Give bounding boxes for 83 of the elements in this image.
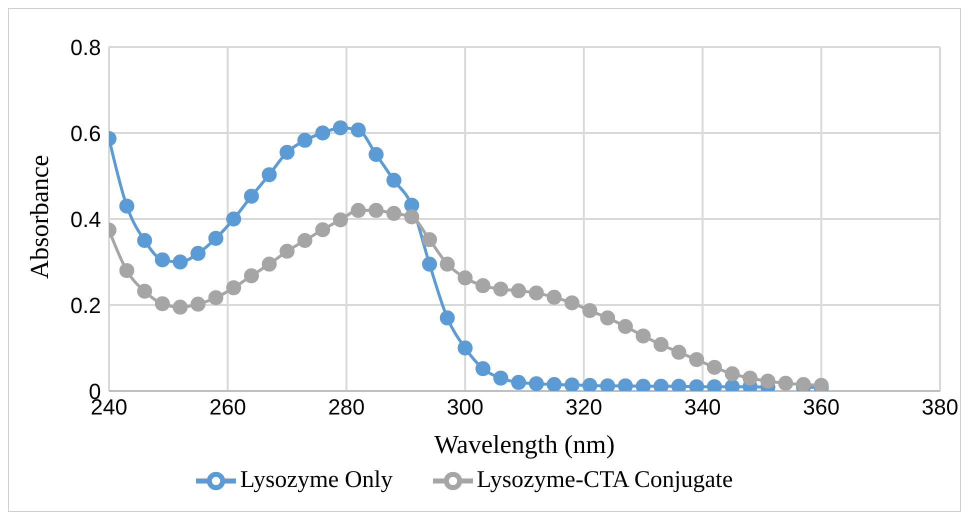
point: [689, 352, 704, 368]
point: [208, 290, 224, 306]
point: [654, 337, 669, 352]
point: [458, 270, 473, 286]
point: [172, 254, 188, 270]
point: [350, 122, 366, 138]
x-tick-label: 260: [209, 394, 246, 420]
point: [564, 295, 580, 310]
point: [671, 344, 686, 360]
y-tick-label: 0.4: [70, 206, 101, 232]
point: [154, 252, 170, 268]
legend-label: Lysozyme-CTA Conjugate: [476, 466, 733, 493]
y-tick-label: 0.2: [70, 292, 101, 318]
point: [440, 256, 455, 272]
point: [458, 340, 473, 356]
point: [280, 244, 295, 259]
x-tick-label: 300: [446, 394, 484, 420]
point: [475, 361, 490, 376]
point: [119, 198, 134, 214]
x-tick-label: 380: [922, 394, 958, 420]
point: [528, 285, 544, 300]
point: [137, 284, 152, 299]
point: [618, 378, 633, 391]
x-tick-label: 360: [802, 394, 840, 420]
y-axis-title: Absorbance: [25, 154, 54, 279]
point: [350, 202, 366, 218]
point: [332, 212, 348, 228]
point: [226, 212, 242, 226]
point: [315, 126, 330, 140]
point: [297, 132, 312, 148]
x-tick-label: 320: [566, 394, 602, 420]
point: [706, 360, 722, 375]
point: [368, 147, 384, 162]
point: [244, 268, 259, 284]
point: [422, 256, 438, 272]
point: [564, 377, 580, 391]
point: [440, 310, 455, 326]
point: [208, 230, 224, 246]
point: [778, 376, 794, 391]
point: [582, 378, 598, 391]
point: [280, 144, 295, 160]
point: [511, 283, 526, 298]
point: [618, 319, 633, 334]
point: [546, 290, 562, 305]
point: [262, 167, 277, 182]
point: [190, 246, 206, 261]
point: [297, 233, 312, 248]
point: [493, 282, 508, 297]
y-tick-label: 0.6: [70, 120, 101, 146]
point: [475, 278, 490, 294]
point: [172, 300, 188, 315]
point: [404, 209, 420, 224]
x-axis-title: Wavelength (nm): [434, 430, 615, 459]
point: [600, 310, 616, 326]
point: [814, 378, 829, 391]
point: [528, 376, 544, 391]
point: [422, 232, 438, 248]
point: [262, 256, 277, 272]
y-tick-label: 0.8: [70, 34, 101, 60]
point: [546, 377, 562, 391]
point: [724, 366, 740, 382]
point: [315, 222, 330, 238]
point: [493, 370, 508, 386]
point: [386, 206, 402, 221]
point: [742, 370, 758, 386]
point: [244, 188, 259, 204]
x-tick-label: 280: [328, 394, 365, 420]
point: [137, 233, 152, 248]
legend-label: Lysozyme Only: [240, 466, 393, 493]
point: [119, 263, 134, 278]
point: [511, 374, 526, 390]
point: [332, 120, 348, 136]
point: [796, 377, 811, 391]
point: [386, 172, 402, 188]
point: [600, 378, 616, 391]
x-tick-label: 340: [684, 394, 721, 420]
point: [760, 374, 776, 389]
point: [154, 296, 170, 312]
point: [636, 328, 651, 344]
point: [190, 296, 206, 312]
point: [226, 280, 242, 296]
point: [582, 303, 598, 318]
point: [368, 202, 384, 218]
